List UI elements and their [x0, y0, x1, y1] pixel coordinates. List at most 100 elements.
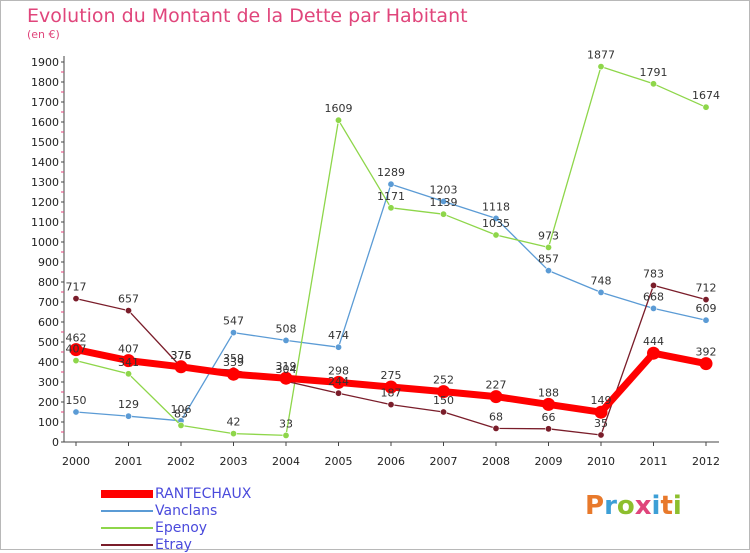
- data-label: 668: [643, 290, 664, 303]
- legend-label: Epenoy: [155, 519, 208, 536]
- data-label: 187: [381, 387, 402, 400]
- data-label: 474: [328, 329, 349, 342]
- data-label: 1289: [377, 166, 405, 179]
- data-point-epenoy: [334, 116, 342, 124]
- data-label: 66: [542, 411, 556, 424]
- legend-item-vanclans: Vanclans: [101, 502, 251, 519]
- logo-letter: P: [585, 491, 605, 521]
- x-tick-label: 2000: [62, 455, 90, 468]
- data-label: 298: [328, 364, 349, 377]
- x-tick-label: 2010: [587, 455, 615, 468]
- data-point-rantechaux: [489, 390, 503, 404]
- logo-letter: t: [660, 491, 673, 521]
- data-label: 1139: [430, 196, 458, 209]
- data-point-vanclans: [125, 412, 133, 420]
- y-tick-label: 1700: [31, 96, 59, 109]
- data-label: 462: [66, 332, 87, 345]
- x-tick-label: 2005: [325, 455, 353, 468]
- data-label: 341: [118, 356, 139, 369]
- data-point-vanclans: [492, 214, 500, 222]
- data-label: 188: [538, 386, 559, 399]
- data-label: 359: [223, 352, 244, 365]
- x-tick-label: 2009: [535, 455, 563, 468]
- x-tick-label: 2004: [272, 455, 300, 468]
- legend-swatch-vanclans: [101, 509, 153, 512]
- legend-label: RANTECHAUX: [155, 485, 252, 502]
- logo-letter: i: [651, 491, 661, 521]
- data-point-vanclans: [544, 267, 552, 275]
- data-point-epenoy: [72, 357, 80, 365]
- data-point-etray: [492, 424, 500, 432]
- x-tick-label: 2007: [430, 455, 458, 468]
- legend-item-epenoy: Epenoy: [101, 519, 251, 536]
- y-tick-label: 800: [38, 276, 59, 289]
- y-tick-label: 600: [38, 316, 59, 329]
- data-point-vanclans: [597, 288, 605, 296]
- y-tick-label: 1400: [31, 156, 59, 169]
- data-label: 444: [643, 335, 664, 348]
- data-label: 83: [174, 407, 188, 420]
- data-label: 339: [223, 356, 244, 369]
- data-point-rantechaux: [647, 346, 660, 360]
- data-label: 1118: [482, 200, 510, 213]
- legend-swatch-rantechaux: [101, 489, 153, 498]
- data-label: 275: [381, 369, 402, 382]
- data-label: 857: [538, 253, 559, 266]
- legend-label: Vanclans: [155, 502, 218, 519]
- data-point-epenoy: [387, 204, 395, 212]
- data-point-rantechaux: [122, 354, 135, 368]
- data-label: 1171: [377, 190, 405, 203]
- data-label: 227: [486, 379, 507, 392]
- data-label: 304: [276, 363, 297, 376]
- data-point-epenoy: [492, 231, 500, 239]
- data-point-vanclans: [387, 180, 395, 188]
- data-point-etray: [597, 431, 605, 439]
- x-tick-label: 2002: [167, 455, 195, 468]
- y-tick-label: 500: [38, 336, 59, 349]
- data-point-rantechaux: [699, 357, 713, 371]
- data-label: 748: [591, 274, 612, 287]
- x-tick-label: 2012: [692, 455, 720, 468]
- data-label: 1035: [482, 217, 510, 230]
- y-tick-label: 1600: [31, 116, 59, 129]
- data-label: 244: [328, 375, 349, 388]
- chart-legend: RANTECHAUX Vanclans Epenoy Etray: [101, 485, 251, 553]
- data-point-vanclans: [334, 343, 342, 351]
- y-tick-label: 1200: [31, 196, 59, 209]
- chart-title: Evolution du Montant de la Dette par Hab…: [27, 5, 468, 27]
- data-point-etray: [702, 296, 710, 304]
- data-point-etray: [649, 281, 657, 289]
- data-point-rantechaux: [594, 405, 608, 419]
- data-label: 106: [171, 403, 192, 416]
- data-label: 657: [118, 293, 139, 306]
- data-point-vanclans: [282, 336, 290, 344]
- data-point-rantechaux: [174, 360, 188, 374]
- data-label: 252: [433, 374, 454, 387]
- data-label: 149: [591, 394, 612, 407]
- y-tick-label: 1800: [31, 76, 59, 89]
- data-point-epenoy: [125, 370, 133, 378]
- y-tick-label: 300: [38, 376, 59, 389]
- y-tick-label: 900: [38, 256, 59, 269]
- legend-label: Etray: [155, 536, 192, 553]
- data-point-epenoy: [282, 431, 290, 439]
- data-label: 376: [171, 349, 192, 362]
- data-point-rantechaux: [69, 343, 83, 357]
- x-tick-label: 2011: [640, 455, 668, 468]
- data-point-etray: [72, 295, 80, 303]
- data-point-vanclans: [649, 304, 657, 312]
- logo-letter: o: [616, 491, 635, 521]
- data-label: 150: [66, 394, 87, 407]
- data-label: 129: [118, 398, 139, 411]
- data-label: 1203: [430, 183, 458, 196]
- data-point-rantechaux: [227, 367, 240, 381]
- y-tick-label: 1900: [31, 56, 59, 69]
- data-point-etray: [334, 389, 342, 397]
- y-tick-label: 100: [38, 416, 59, 429]
- data-label: 1674: [692, 89, 720, 102]
- legend-item-rantechaux: RANTECHAUX: [101, 485, 251, 502]
- data-point-rantechaux: [279, 371, 293, 385]
- logo-letter: i: [672, 491, 682, 521]
